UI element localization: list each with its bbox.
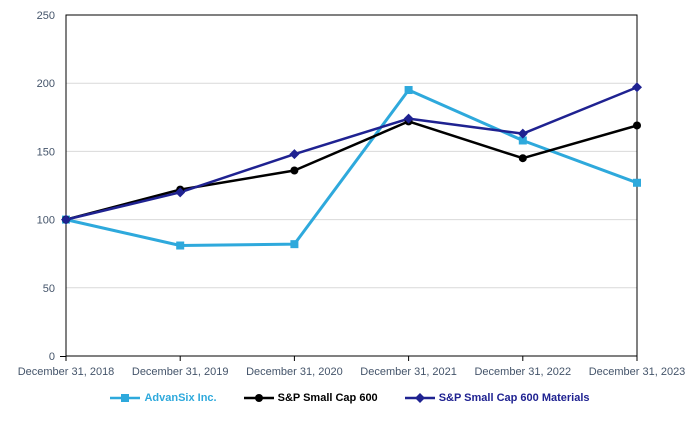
y-tick-label: 50 [43,283,55,295]
series-1-point-5-circle-marker [633,121,641,130]
series-line-2 [64,86,639,221]
x-tick-label: December 31, 2018 [18,366,115,378]
y-tick-label: 100 [37,215,55,227]
series-line-0 [64,88,639,248]
legend-label-advansix: AdvanSix Inc. [144,392,217,404]
legend-label-sp-materials: S&P Small Cap 600 Materials [438,392,590,404]
series-0-point-2-square-marker [290,240,299,249]
series-0-point-3-square-marker [404,86,413,95]
x-tick-label: December 31, 2023 [589,366,686,378]
advansix-line-square-icon [110,394,141,402]
series-0-point-1-square-marker [176,241,185,250]
sp600-materials-line-diamond-icon [404,393,435,403]
sp600-line-circle-icon [243,394,274,402]
y-tick-label: 150 [37,146,55,158]
series-1-point-2-circle-marker [290,166,299,175]
series-line-1 [64,120,639,221]
series-2-point-3-diamond-marker [403,113,414,124]
series-2-point-5-diamond-marker [632,82,642,93]
legend-label-sp-small-cap-600: S&P Small Cap 600 [277,392,378,404]
plot-area: 0 50 100 150 200 250 December 31, 2018 December… [18,10,686,378]
series-0-point-5-square-marker [633,178,641,187]
legend-item-sp-materials: S&P Small Cap 600 Materials [404,392,590,404]
chart-legend: AdvanSix Inc. S&P Small Cap 600 S&P Smal… [0,392,699,404]
x-tick-label: December 31, 2019 [132,366,229,378]
series-2-point-4-diamond-marker [517,128,528,139]
series-2-point-2-diamond-marker [289,149,300,160]
series-2-point-1-diamond-marker [175,187,186,198]
legend-item-advansix: AdvanSix Inc. [109,392,217,404]
x-tick-label: December 31, 2021 [360,366,457,378]
legend-marker-shape [121,394,130,402]
legend-marker-shape [254,394,263,402]
legend-marker-shape [414,393,425,403]
y-tick-label: 250 [37,10,55,22]
y-tick-label: 0 [49,351,55,363]
series-1-point-4-circle-marker [518,154,527,163]
legend-item-sp-small-cap-600: S&P Small Cap 600 [243,392,378,404]
y-tick-label: 200 [37,78,55,90]
x-tick-label: December 31, 2020 [246,366,343,378]
series-0-point-4-square-marker [518,136,527,145]
plot-border [65,14,638,357]
series-2-point-0-diamond-marker [61,214,71,225]
x-tick-label: December 31, 2022 [474,366,571,378]
